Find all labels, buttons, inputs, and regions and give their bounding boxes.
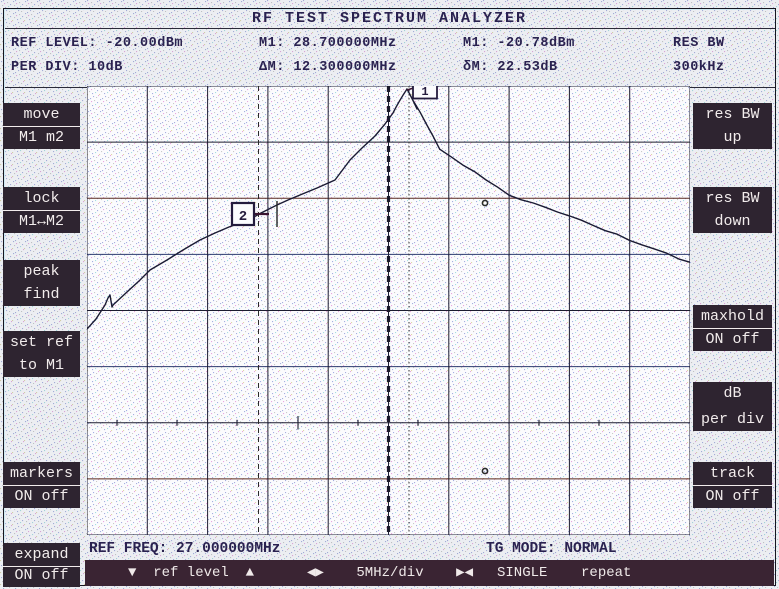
svg-text:2: 2 [239, 209, 247, 225]
svg-text:1: 1 [421, 86, 428, 99]
